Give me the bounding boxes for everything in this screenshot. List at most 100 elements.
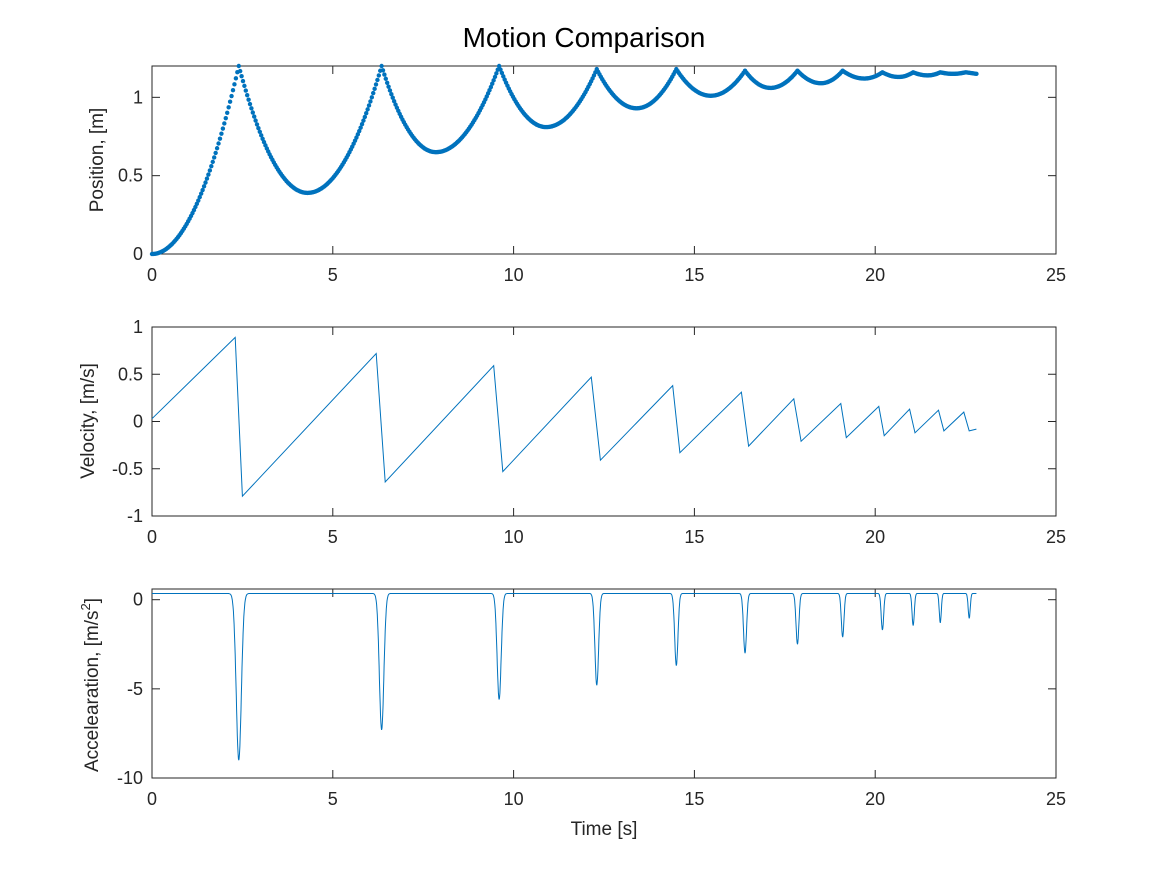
position-point [219,131,224,136]
x-tick-label: 0 [147,527,157,547]
position-point [232,82,237,87]
y-tick-label: 0 [133,244,143,264]
position-point [498,67,503,72]
position-point [220,126,226,131]
velocity-ylabel: Velocity, [m/s] [78,363,99,479]
position-point [250,110,256,115]
position-point [372,86,377,92]
x-tick-label: 25 [1046,527,1066,547]
position-point [194,201,200,207]
y-tick-label: 1 [133,87,143,107]
position-point [226,105,231,110]
position-point [382,72,387,77]
position-point [222,121,227,126]
velocity-line [151,336,977,498]
position-point [358,125,363,130]
y-tick-label: 1 [133,317,143,337]
position-point [211,155,217,160]
position-point [371,90,376,96]
position-point [357,128,362,134]
axes-box [151,588,1057,779]
position-point [200,187,205,193]
position-point [207,168,213,173]
acceleration-ylabel-close: ] [82,598,103,603]
position-point [246,97,251,102]
x-tick-label: 25 [1046,789,1066,809]
position-point [492,74,498,80]
position-point [204,176,210,181]
position-point [365,107,370,112]
position-point [225,110,230,115]
y-tick-label: 0 [133,412,143,432]
position-point [237,68,243,74]
position-ylabel: Position, [m] [87,108,108,213]
position-point [213,150,218,156]
position-point [253,118,258,123]
position-point [209,164,214,169]
axes-box [151,65,1057,255]
position-point [391,98,397,104]
x-tick-label: 5 [328,265,338,285]
y-tick-label: 0.5 [118,166,143,186]
position-point [380,68,386,73]
position-point [389,91,394,97]
position-point [206,172,211,177]
position-point [362,114,368,120]
x-tick-label: 5 [328,789,338,809]
position-point [201,184,207,189]
position-point [359,121,365,127]
y-tick-label: 0.5 [118,364,143,384]
x-tick-label: 15 [684,265,704,285]
position-point [243,88,248,93]
position-point [236,63,241,69]
position-point [974,71,979,77]
position-point [376,73,382,78]
position-point [496,63,502,69]
position-point [494,71,499,76]
acceleration-ylabel-sup: 2 [78,603,93,610]
x-tick-label: 5 [328,527,338,547]
position-point [366,103,372,108]
x-tick-label: 0 [147,789,157,809]
y-tick-label: -1 [127,506,143,526]
position-point [375,77,380,83]
position-point [216,141,221,146]
x-tick-label: 10 [504,789,524,809]
position-point [198,191,204,196]
position-point [244,92,250,98]
position-point [364,111,369,116]
x-tick-label: 20 [865,265,885,285]
position-point [223,115,228,121]
position-point [368,99,373,104]
position-point [197,194,202,200]
position-point [239,73,244,79]
position-point [210,159,215,165]
position-point [254,122,260,127]
acceleration-ylabel: Accelearation, [m/s2] [78,598,103,772]
acceleration-line [152,593,977,761]
position-point [379,63,384,69]
x-tick-label: 20 [865,789,885,809]
position-point [387,88,393,93]
position-point [196,198,201,203]
position-axes: 0 5 10 15 20 25 0 0.5 1 [118,63,1066,285]
position-point [230,88,236,93]
position-point [214,146,220,151]
position-point [252,114,257,119]
position-point [242,83,247,89]
velocity-axes: 0 5 10 15 20 25 -1 -0.5 0 0.5 1 [112,317,1066,547]
position-point [203,180,208,185]
position-point [249,106,254,111]
position-point [491,78,496,83]
position-point [240,78,246,84]
position-point [227,99,233,104]
acceleration-axes: 0 5 10 15 20 25 -10 -5 0 [117,588,1066,809]
position-point [247,101,253,107]
position-point [383,76,388,81]
position-point [384,80,390,85]
position-point [488,84,494,90]
figure-title: Motion Comparison [463,22,706,53]
position-point [490,81,495,86]
